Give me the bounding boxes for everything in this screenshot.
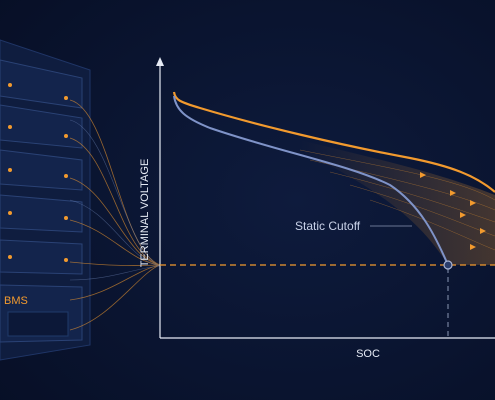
y-axis-label: TERMINAL VOLTAGE xyxy=(139,159,151,268)
bms-label: BMS xyxy=(4,295,28,307)
static-curve xyxy=(173,95,449,266)
cutoff-point xyxy=(443,260,453,270)
annotation: Static Cutoff xyxy=(295,219,361,233)
arrows xyxy=(420,172,486,250)
dynamic-curve xyxy=(172,91,495,193)
x-axis-label: SOC xyxy=(356,348,380,360)
battery-rack xyxy=(0,39,91,361)
axes xyxy=(159,62,495,339)
y-axis-arrow xyxy=(156,57,164,66)
margin-area xyxy=(300,140,495,265)
wires-blue xyxy=(69,119,161,281)
